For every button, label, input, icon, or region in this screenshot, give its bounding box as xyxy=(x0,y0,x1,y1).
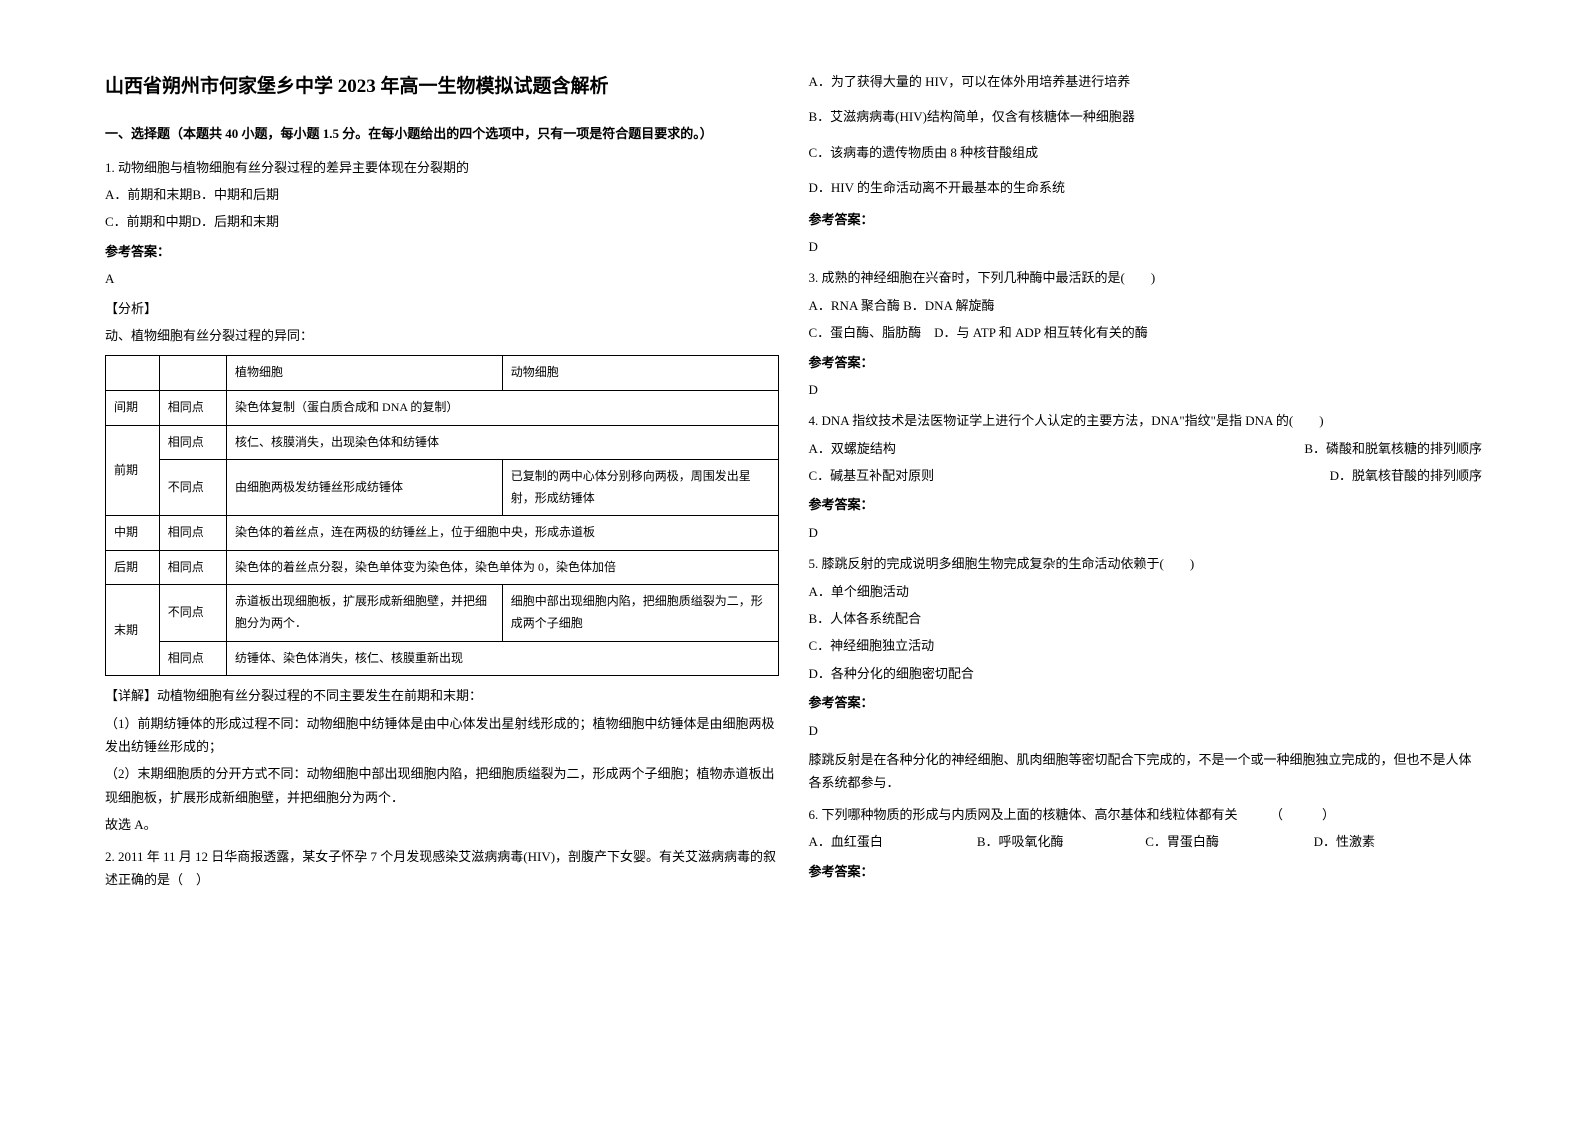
td-diff: 不同点 xyxy=(159,585,226,641)
q2-opt-d: D．HIV 的生命活动离不开最基本的生命系统 xyxy=(809,176,1483,199)
td-telophase: 末期 xyxy=(106,585,160,676)
q4-answer: D xyxy=(809,521,1483,544)
td-telophase-animal: 细胞中部出现细胞内陷，把细胞质缢裂为二，形成两个子细胞 xyxy=(502,585,778,641)
q3-answer: D xyxy=(809,378,1483,401)
q2-opt-a: A．为了获得大量的 HIV，可以在体外用培养基进行培养 xyxy=(809,70,1483,93)
th-animal: 动物细胞 xyxy=(502,356,778,391)
q5-answer-label: 参考答案： xyxy=(809,691,1483,714)
q3-text: 3. 成熟的神经细胞在兴奋时，下列几种酶中最活跃的是( ) xyxy=(809,266,1483,289)
q6-opt-c: C．胃蛋白酶 xyxy=(1145,830,1313,853)
q4-opt-a: A．双螺旋结构 xyxy=(809,437,1146,460)
comparison-table: 植物细胞 动物细胞 间期 相同点 染色体复制（蛋白质合成和 DNA 的复制） 前… xyxy=(105,355,779,676)
q1-answer-label: 参考答案： xyxy=(105,240,779,263)
q6-opt-a: A．血红蛋白 xyxy=(809,830,977,853)
q2-answer-label: 参考答案： xyxy=(809,208,1483,231)
q1-detail-2: （2）末期细胞质的分开方式不同：动物细胞中部出现细胞内陷，把细胞质缢裂为二，形成… xyxy=(105,762,779,809)
th-plant: 植物细胞 xyxy=(227,356,503,391)
q4-opt-b: B．磷酸和脱氧核糖的排列顺序 xyxy=(1145,437,1482,460)
q1-analysis-intro: 动、植物细胞有丝分裂过程的异同： xyxy=(105,324,779,347)
q1-detail-label: 【详解】动植物细胞有丝分裂过程的不同主要发生在前期和末期： xyxy=(105,684,779,707)
td-telophase-plant: 赤道板出现细胞板，扩展形成新细胞壁，并把细胞分为两个． xyxy=(227,585,503,641)
td-same: 相同点 xyxy=(159,516,226,551)
page-title: 山西省朔州市何家堡乡中学 2023 年高一生物模拟试题含解析 xyxy=(105,70,779,104)
q1-analysis-label: 【分析】 xyxy=(105,297,779,320)
td-metaphase-content: 染色体的着丝点，连在两极的纺锤丝上，位于细胞中央，形成赤道板 xyxy=(227,516,778,551)
q3-answer-label: 参考答案： xyxy=(809,351,1483,374)
td-same: 相同点 xyxy=(159,425,226,460)
q5-text: 5. 膝跳反射的完成说明多细胞生物完成复杂的生命活动依赖于( ) xyxy=(809,552,1483,575)
td-same: 相同点 xyxy=(159,641,226,676)
left-column: 山西省朔州市何家堡乡中学 2023 年高一生物模拟试题含解析 一、选择题（本题共… xyxy=(90,70,794,1052)
q2-opt-c: C．该病毒的遗传物质由 8 种核苷酸组成 xyxy=(809,141,1483,164)
td-prophase-plant: 由细胞两极发纺锤丝形成纺锤体 xyxy=(227,460,503,516)
right-column: A．为了获得大量的 HIV，可以在体外用培养基进行培养 B．艾滋病病毒(HIV)… xyxy=(794,70,1498,1052)
q6-answer-label: 参考答案： xyxy=(809,860,1483,883)
td-prophase: 前期 xyxy=(106,425,160,516)
q5-answer: D xyxy=(809,719,1483,742)
td-anaphase: 后期 xyxy=(106,550,160,585)
td-telophase-same: 纺锤体、染色体消失，核仁、核膜重新出现 xyxy=(227,641,778,676)
q4-opt-d: D．脱氧核苷酸的排列顺序 xyxy=(1145,464,1482,487)
q2-opt-b: B．艾滋病病毒(HIV)结构简单，仅含有核糖体一种细胞器 xyxy=(809,105,1483,128)
q5-analysis: 膝跳反射是在各种分化的神经细胞、肌肉细胞等密切配合下完成的，不是一个或一种细胞独… xyxy=(809,748,1483,795)
q1-opt-a: A．前期和末期B．中期和后期 xyxy=(105,183,779,206)
q3-opt-c: C．蛋白酶、脂肪酶 D．与 ATP 和 ADP 相互转化有关的酶 xyxy=(809,321,1483,344)
q5-opt-b: B．人体各系统配合 xyxy=(809,607,1483,630)
q1-answer: A xyxy=(105,267,779,290)
q6-opt-d: D．性激素 xyxy=(1314,830,1482,853)
q4-answer-label: 参考答案： xyxy=(809,493,1483,516)
td-diff: 不同点 xyxy=(159,460,226,516)
q3-opt-a: A．RNA 聚合酶 B．DNA 解旋酶 xyxy=(809,294,1483,317)
q5-opt-a: A．单个细胞活动 xyxy=(809,580,1483,603)
section-header: 一、选择题（本题共 40 小题，每小题 1.5 分。在每小题给出的四个选项中，只… xyxy=(105,122,779,145)
q1-detail-1: （1）前期纺锤体的形成过程不同：动物细胞中纺锤体是由中心体发出星射线形成的；植物… xyxy=(105,712,779,759)
q6-text: 6. 下列哪种物质的形成与内质网及上面的核糖体、高尔基体和线粒体都有关 （ ） xyxy=(809,803,1483,826)
q1-opt-c: C．前期和中期D．后期和末期 xyxy=(105,210,779,233)
td-prophase-same: 核仁、核膜消失，出现染色体和纺锤体 xyxy=(227,425,778,460)
q2-text: 2. 2011 年 11 月 12 日华商报透露，某女子怀孕 7 个月发现感染艾… xyxy=(105,845,779,892)
td-prophase-animal: 已复制的两中心体分别移向两极，周围发出星射，形成纺锤体 xyxy=(502,460,778,516)
td-same: 相同点 xyxy=(159,390,226,425)
q6-opt-b: B．呼吸氧化酶 xyxy=(977,830,1145,853)
q1-text: 1. 动物细胞与植物细胞有丝分裂过程的差异主要体现在分裂期的 xyxy=(105,156,779,179)
q5-opt-d: D．各种分化的细胞密切配合 xyxy=(809,662,1483,685)
td-interphase-content: 染色体复制（蛋白质合成和 DNA 的复制） xyxy=(227,390,778,425)
q4-text: 4. DNA 指纹技术是法医物证学上进行个人认定的主要方法，DNA"指纹"是指 … xyxy=(809,409,1483,432)
q1-detail-3: 故选 A。 xyxy=(105,813,779,836)
td-anaphase-content: 染色体的着丝点分裂，染色单体变为染色体，染色单体为 0，染色体加倍 xyxy=(227,550,778,585)
q5-opt-c: C．神经细胞独立活动 xyxy=(809,634,1483,657)
q2-answer: D xyxy=(809,235,1483,258)
td-same: 相同点 xyxy=(159,550,226,585)
td-metaphase: 中期 xyxy=(106,516,160,551)
td-interphase: 间期 xyxy=(106,390,160,425)
q4-opt-c: C．碱基互补配对原则 xyxy=(809,464,1146,487)
